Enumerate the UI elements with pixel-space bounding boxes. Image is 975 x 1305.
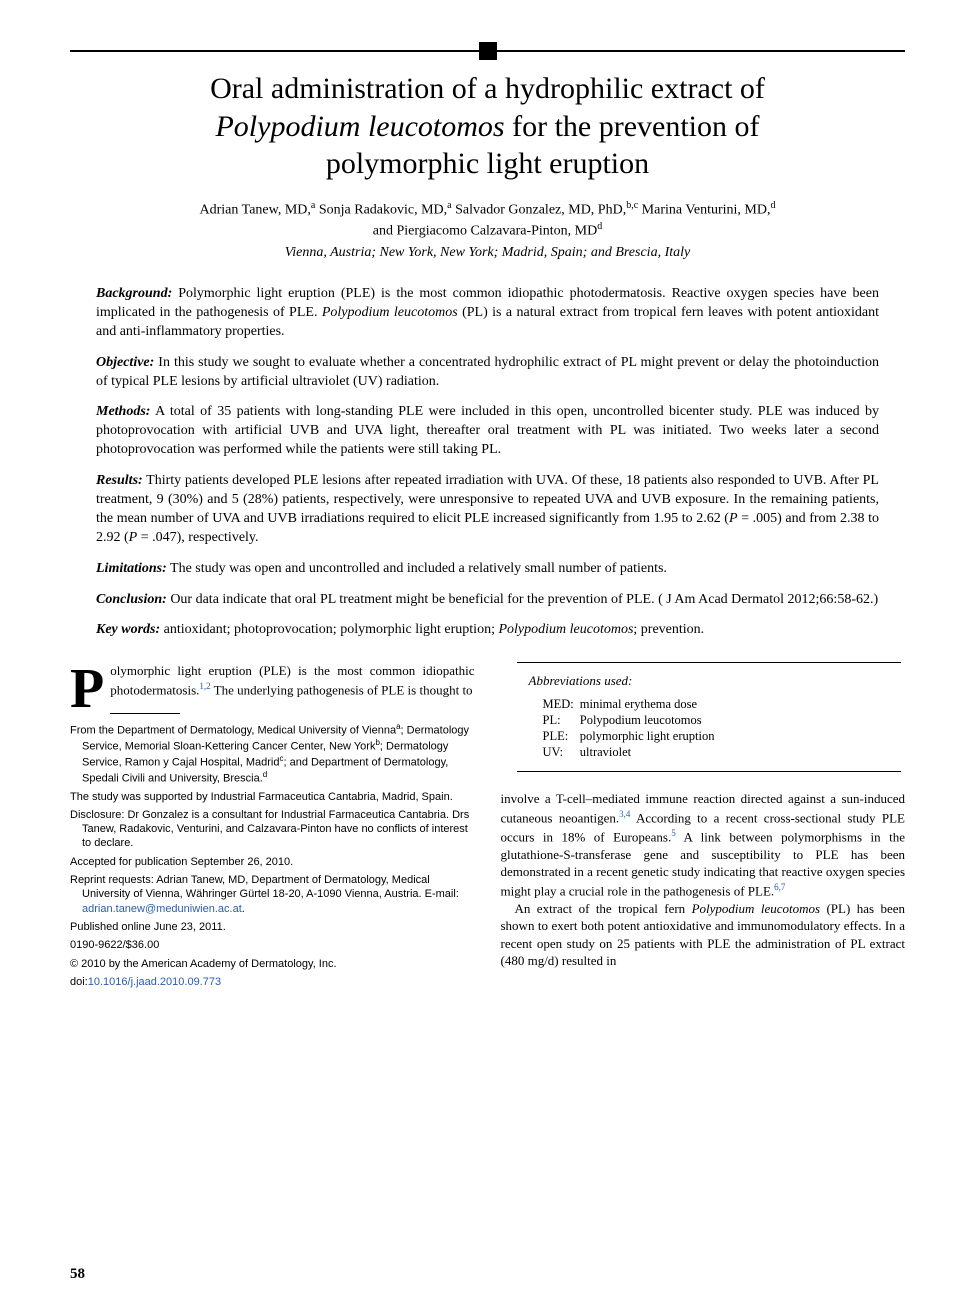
abstract-background: Background: Polymorphic light eruption (… — [96, 285, 879, 342]
abbrev-value: ultraviolet — [580, 745, 721, 761]
abstract-methods: Methods: A total of 35 patients with lon… — [96, 403, 879, 460]
reprint-text: Reprint requests: Adrian Tanew, MD, Depa… — [70, 874, 459, 900]
abstract-text: The study was open and uncontrolled and … — [167, 561, 667, 576]
affil-sup: a — [311, 200, 315, 211]
rule-square-icon — [479, 42, 497, 60]
copyright-footnote: © 2010 by the American Academy of Dermat… — [70, 957, 475, 971]
abbrev-key: MED: — [529, 697, 580, 713]
p-value: P — [729, 511, 738, 526]
citation-ref[interactable]: 1,2 — [199, 681, 210, 691]
footnotes: From the Department of Dermatology, Medi… — [70, 722, 475, 989]
abbreviations-box: Abbreviations used: MED:minimal erythema… — [517, 662, 902, 772]
species-name: Polypodium leucotomos — [498, 622, 633, 637]
author-5: and Piergiacomo Calzavara-Pinton, MD — [373, 223, 597, 238]
title-line2-rest: for the prevention of — [505, 110, 760, 143]
accepted-footnote: Accepted for publication September 26, 2… — [70, 855, 475, 869]
abstract-results: Results: Thirty patients developed PLE l… — [96, 472, 879, 548]
abbreviations-table: MED:minimal erythema dose PL:Polypodium … — [529, 697, 721, 761]
affil-sup: d — [597, 221, 602, 232]
abstract-objective: Objective: In this study we sought to ev… — [96, 354, 879, 392]
abstract-text: A total of 35 patients with long-standin… — [96, 404, 879, 457]
title-italic: Polypodium leucotomos — [215, 110, 504, 143]
abstract-text: Our data indicate that oral PL treatment… — [167, 592, 878, 607]
author-locations: Vienna, Austria; New York, New York; Mad… — [70, 245, 905, 261]
table-row: MED:minimal erythema dose — [529, 697, 721, 713]
author-4: Marina Venturini, MD, — [642, 202, 771, 217]
header-rule — [70, 50, 905, 52]
affil-sup: a — [447, 200, 451, 211]
abstract: Background: Polymorphic light eruption (… — [96, 285, 879, 640]
abbrev-key: UV: — [529, 745, 580, 761]
citation-ref[interactable]: 3,4 — [619, 809, 630, 819]
table-row: UV:ultraviolet — [529, 745, 721, 761]
abstract-conclusion: Conclusion: Our data indicate that oral … — [96, 591, 879, 610]
footnote-separator — [110, 713, 180, 714]
email-link[interactable]: adrian.tanew@meduniwien.ac.at — [82, 903, 242, 915]
section-label: Objective: — [96, 355, 154, 370]
citation-ref[interactable]: 6,7 — [774, 882, 785, 892]
right-column: Abbreviations used: MED:minimal erythema… — [501, 662, 906, 993]
abbrev-key: PLE: — [529, 729, 580, 745]
species-name: Polypodium leucotomos — [692, 901, 820, 916]
abbrev-value: Polypodium leucotomos — [580, 713, 721, 729]
keywords-text: ; prevention. — [633, 622, 704, 637]
abbrev-value: minimal erythema dose — [580, 697, 721, 713]
section-label: Key words: — [96, 622, 160, 637]
abstract-keywords: Key words: antioxidant; photoprovocation… — [96, 621, 879, 640]
author-1: Adrian Tanew, MD, — [200, 202, 311, 217]
abbreviations-title: Abbreviations used: — [529, 673, 890, 689]
intro-paragraph: Polymorphic light eruption (PLE) is the … — [70, 662, 475, 698]
title-line1: Oral administration of a hydrophilic ext… — [210, 72, 765, 105]
body-paragraph: involve a T-cell–mediated immune reactio… — [501, 790, 906, 899]
body-paragraph: An extract of the tropical fern Polypodi… — [501, 900, 906, 970]
abbrev-key: PL: — [529, 713, 580, 729]
section-label: Background: — [96, 286, 172, 301]
author-2: Sonja Radakovic, MD, — [319, 202, 447, 217]
disclosure-footnote: Disclosure: Dr Gonzalez is a consultant … — [70, 808, 475, 851]
abstract-text: In this study we sought to evaluate whet… — [96, 355, 879, 389]
species-name: Polypodium leucotomos — [322, 305, 458, 320]
doi-link[interactable]: 10.1016/j.jaad.2010.09.773 — [88, 976, 221, 988]
title-line3: polymorphic light eruption — [326, 147, 649, 180]
table-row: PLE:polymorphic light eruption — [529, 729, 721, 745]
abbrev-value: polymorphic light eruption — [580, 729, 721, 745]
authors: Adrian Tanew, MD,a Sonja Radakovic, MD,a… — [70, 199, 905, 242]
section-label: Conclusion: — [96, 592, 167, 607]
affiliation-footnote: From the Department of Dermatology, Medi… — [70, 722, 475, 786]
abstract-limitations: Limitations: The study was open and unco… — [96, 560, 879, 579]
table-row: PL:Polypodium leucotomos — [529, 713, 721, 729]
affil-sup: d — [263, 770, 267, 779]
affil-sup: b,c — [626, 200, 638, 211]
affil-sup: d — [771, 200, 776, 211]
author-3: Salvador Gonzalez, MD, PhD, — [455, 202, 626, 217]
issn-footnote: 0190-9622/$36.00 — [70, 938, 475, 952]
body-text: involve a T-cell–mediated immune reactio… — [501, 790, 906, 969]
left-column: Polymorphic light eruption (PLE) is the … — [70, 662, 475, 993]
funding-footnote: The study was supported by Industrial Fa… — [70, 790, 475, 804]
intro-text: The underlying pathogenesis of PLE is th… — [211, 682, 473, 697]
section-label: Methods: — [96, 404, 150, 419]
article-title: Oral administration of a hydrophilic ext… — [70, 70, 905, 183]
dropcap: P — [70, 662, 110, 714]
body-text: An extract of the tropical fern — [515, 901, 692, 916]
doi-footnote: doi:10.1016/j.jaad.2010.09.773 — [70, 975, 475, 989]
page-number: 58 — [70, 1266, 85, 1283]
keywords-text: antioxidant; photoprovocation; polymorph… — [160, 622, 498, 637]
section-label: Limitations: — [96, 561, 167, 576]
abstract-text: = .047), respectively. — [137, 530, 258, 545]
reprint-footnote: Reprint requests: Adrian Tanew, MD, Depa… — [70, 873, 475, 916]
affil-text: From the Department of Dermatology, Medi… — [70, 724, 396, 736]
p-value: P — [129, 530, 138, 545]
doi-label: doi: — [70, 976, 88, 988]
reprint-text: . — [242, 903, 245, 915]
published-footnote: Published online June 23, 2011. — [70, 920, 475, 934]
section-label: Results: — [96, 473, 143, 488]
two-column-body: Polymorphic light eruption (PLE) is the … — [70, 662, 905, 993]
